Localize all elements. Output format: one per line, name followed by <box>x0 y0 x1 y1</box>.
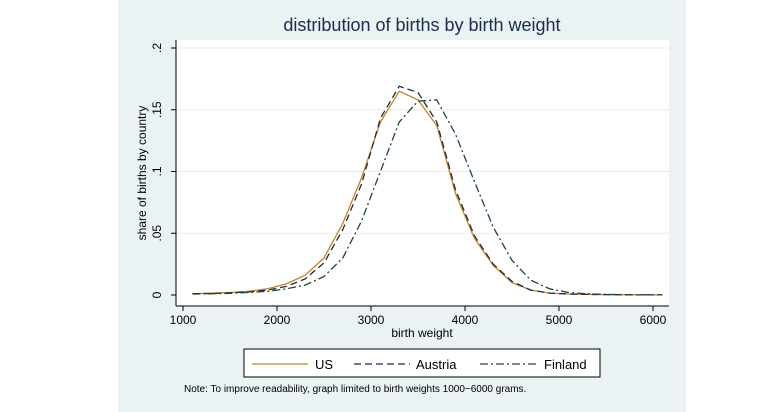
plot-area <box>176 40 669 306</box>
chart-frame: distribution of births by birth weight 1… <box>118 0 686 412</box>
legend: US Austria Finland <box>243 348 601 378</box>
x-tick-label-4: 5000 <box>546 313 573 327</box>
y-tick-label-2: .1 <box>150 166 164 176</box>
x-tick-label-5: 6000 <box>640 313 667 327</box>
legend-label-finland: Finland <box>544 357 587 372</box>
y-tick-label-3: .15 <box>150 101 164 118</box>
series-line-finland <box>192 99 663 296</box>
y-tick-label-1: .05 <box>150 225 164 242</box>
x-axis-title: birth weight <box>391 326 453 340</box>
chart-note: Note: To improve readability, graph limi… <box>184 384 526 395</box>
x-tick-label-2: 3000 <box>358 313 385 327</box>
legend-box <box>243 348 601 378</box>
y-tick-label-4: .2 <box>150 43 164 53</box>
y-tick-label-0: 0 <box>150 291 164 298</box>
legend-label-us: US <box>315 357 333 372</box>
axes <box>171 40 669 311</box>
legend-label-austria: Austria <box>416 357 457 372</box>
x-tick-label-0: 1000 <box>170 313 197 327</box>
x-tick-label-1: 2000 <box>264 313 291 327</box>
grid-lines <box>176 47 669 234</box>
chart-title: distribution of births by birth weight <box>283 15 560 35</box>
tick-labels: 1000 2000 3000 4000 5000 6000 0 .05 .1 .15 .2 <box>150 43 667 327</box>
y-axis-title: share of births by country <box>135 106 149 241</box>
x-tick-label-3: 4000 <box>452 313 479 327</box>
birth-weight-chart: distribution of births by birth weight 1… <box>135 15 669 395</box>
series-lines <box>192 85 663 296</box>
series-line-austria <box>192 85 663 296</box>
